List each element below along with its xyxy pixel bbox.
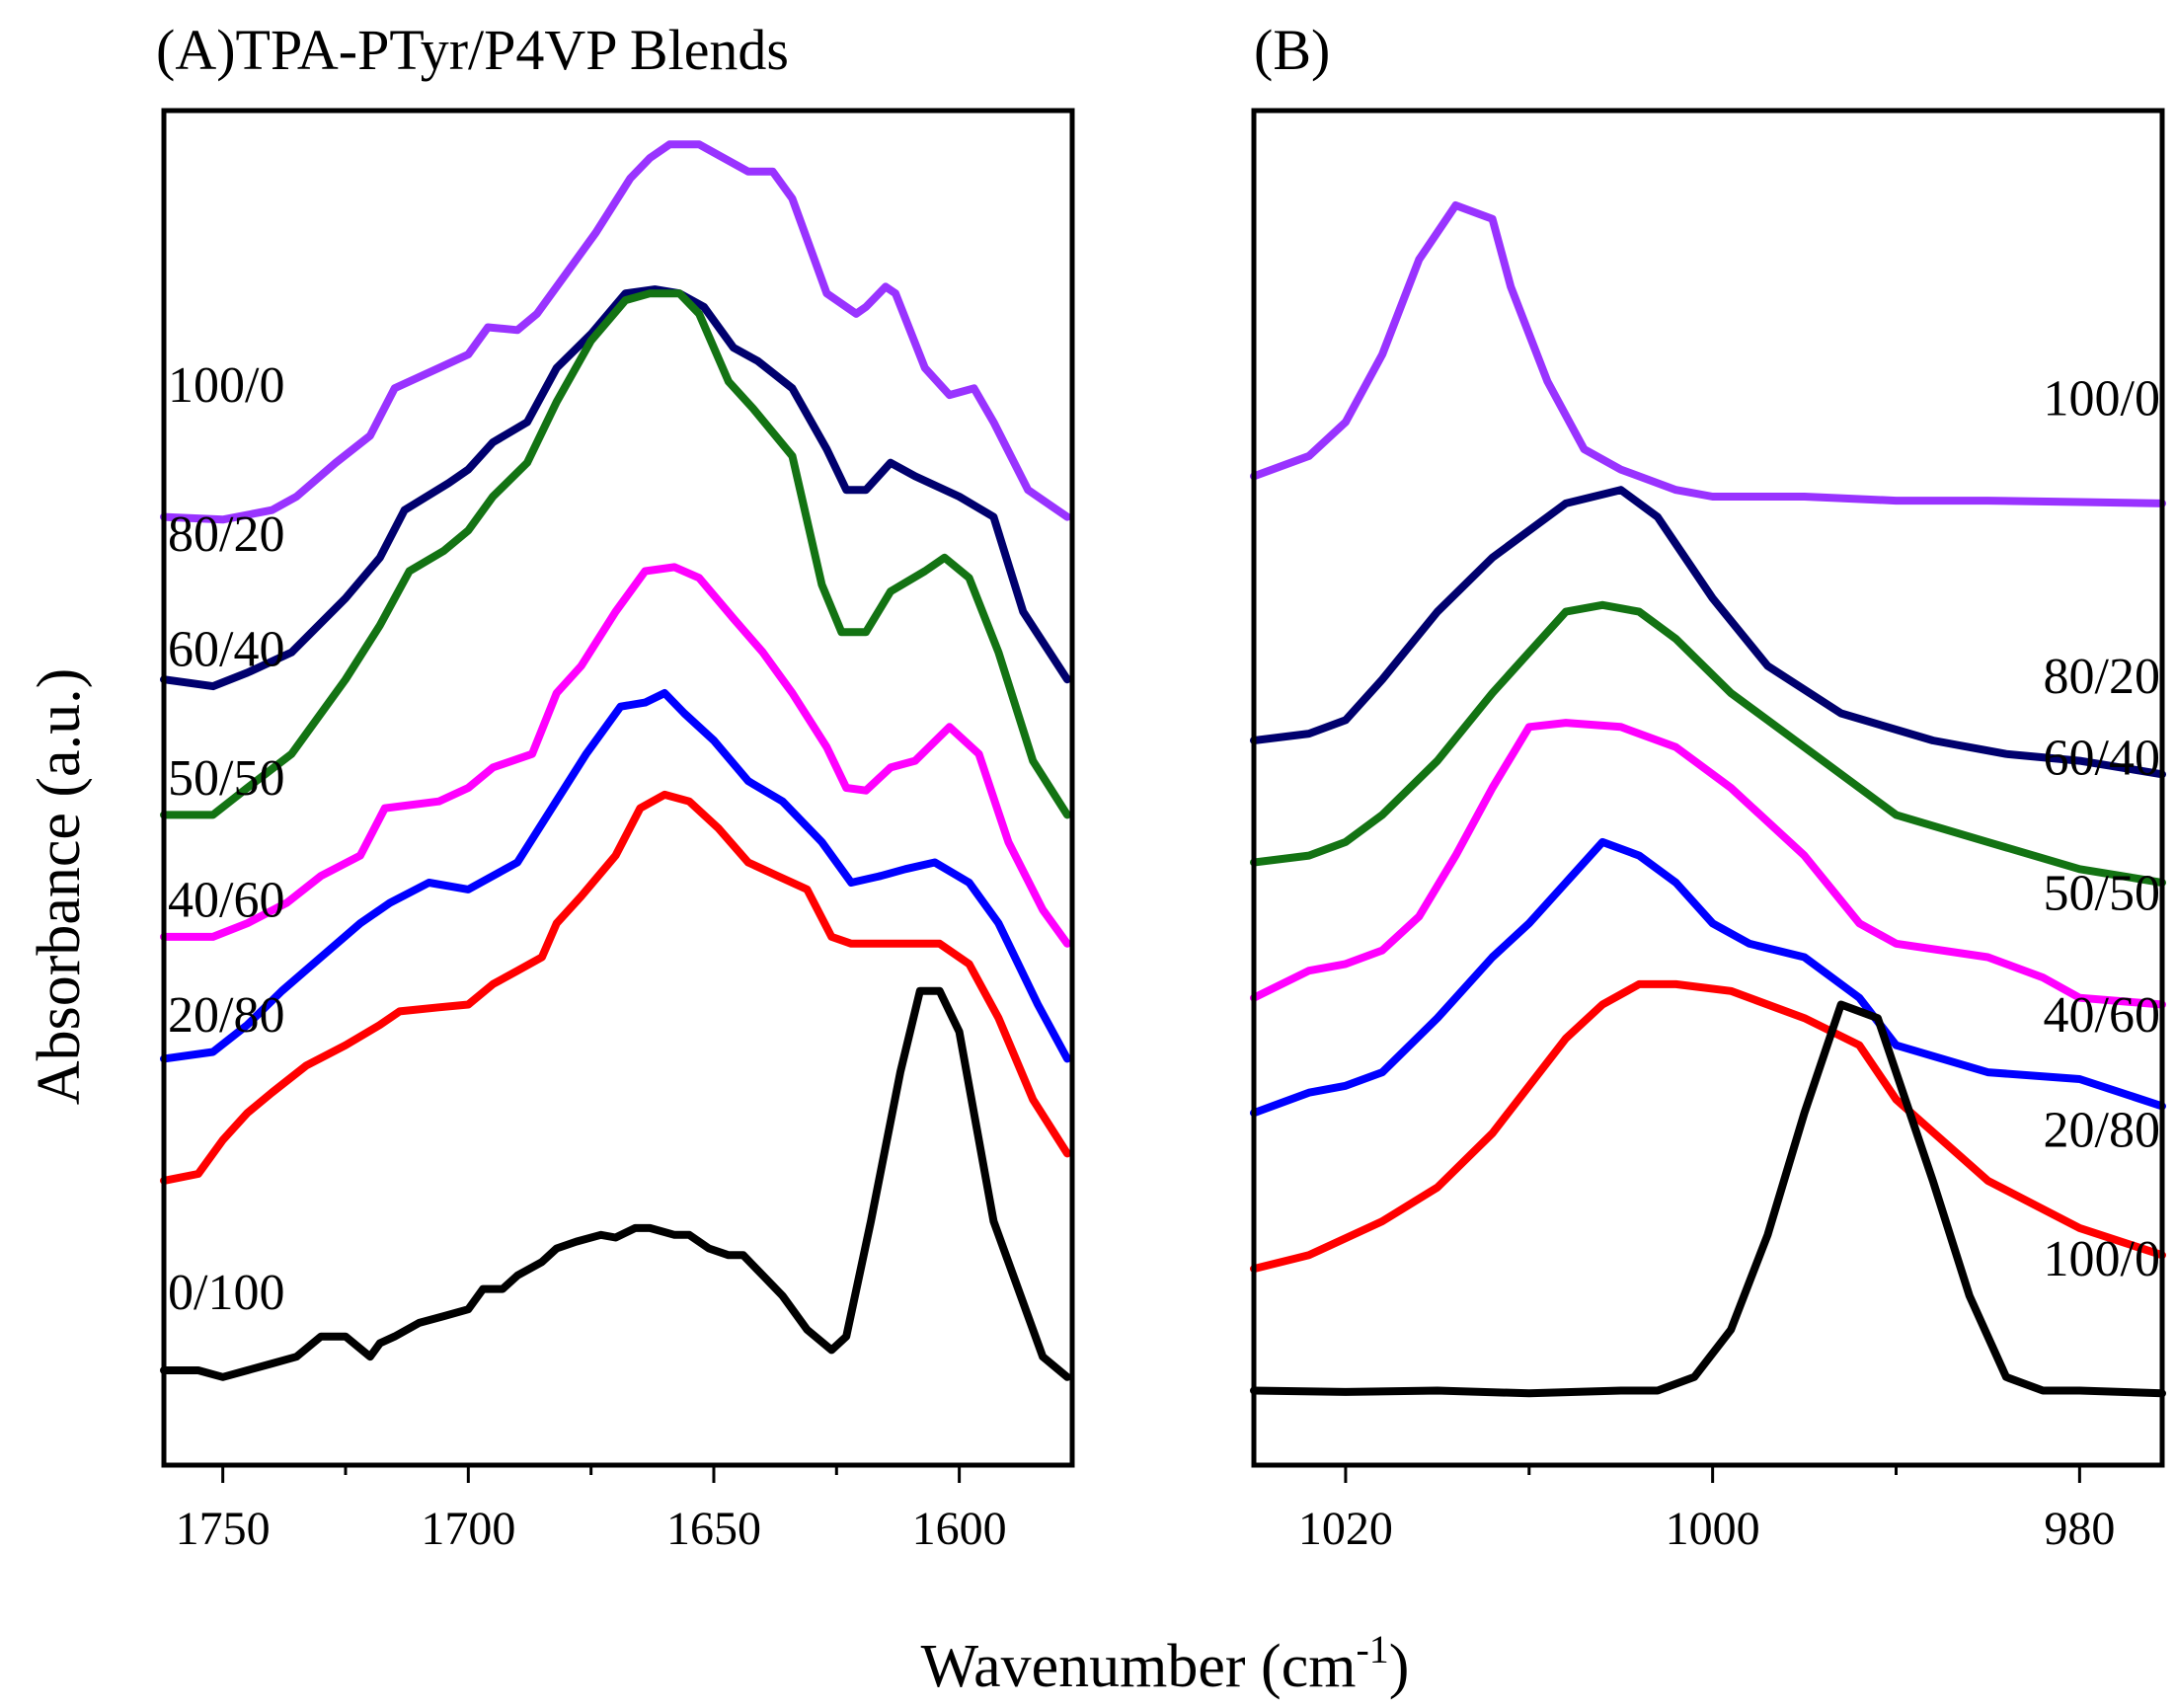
panel-a-label-40-60: 40/60 (168, 872, 284, 928)
panel-b-label-100-0: 100/0 (2044, 1231, 2160, 1287)
panel-b-series-100-0-lower (1250, 1000, 2166, 1398)
panel-b: (B) 100/0 80/20 60/40 50/50 40/60 20/80100/0 … (1250, 18, 2166, 1555)
panel-b-series-80-20 (1250, 486, 2166, 779)
x-axis-label: Wavenumber (cm-1) (921, 1627, 1410, 1700)
panel-a-title: (A)TPA-PTyr/P4VP Blends (156, 18, 789, 82)
panel-a-x-tick-labels: 1750 1700 1650 1600 (176, 1503, 1007, 1555)
panel-b-title: (B) (1254, 18, 1330, 82)
panel-a-label-100-0: 100/0 (168, 357, 284, 414)
panel-a-series-20-80 (160, 790, 1071, 1185)
panel-b-series-20-80 (1250, 979, 2166, 1274)
panel-a-series-0-100 (160, 986, 1071, 1381)
panel-b-series-100-0 (1250, 201, 2166, 507)
panel-b-series-group (1250, 201, 2166, 1398)
panel-b-series-labels: 100/0 80/20 60/40 50/50 40/60 20/80 100/0 (2044, 371, 2160, 1287)
panel-b-label-50-50: 50/50 (2044, 866, 2160, 922)
x-axis-label-main: Wavenumber (cm (921, 1633, 1357, 1700)
panel-a-label-20-80: 20/80 (168, 987, 284, 1044)
panel-b-label-100-0: 100/0 (2044, 371, 2160, 427)
panel-a-label-50-50: 50/50 (168, 750, 284, 807)
panel-a: (A)TPA-PTyr/P4VP Blends 100/0 80/20 60/40 5… (156, 18, 1075, 1555)
panel-b-x-tick-labels: 1020 1000 980 (1298, 1503, 2115, 1555)
panel-a-tick-label: 1650 (666, 1503, 761, 1555)
panel-a-series-40-60 (160, 689, 1071, 1063)
panel-b-label-40-60: 40/60 (2044, 987, 2160, 1044)
panel-b-x-ticks (1344, 1465, 2081, 1483)
panel-a-label-80-20: 80/20 (168, 506, 284, 563)
panel-b-tick-label: 1000 (1666, 1503, 1760, 1555)
panel-a-series-80-20 (160, 285, 1071, 691)
panel-a-series-labels: 100/0 80/20 60/40 50/50 40/60 20/80 0/100 (168, 357, 284, 1321)
panel-b-tick-label: 1020 (1298, 1503, 1393, 1555)
x-axis-label-sup: -1 (1356, 1627, 1388, 1671)
panel-b-label-80-20: 80/20 (2044, 649, 2160, 705)
panel-a-series-100-0 (160, 140, 1071, 524)
x-axis-label-end: ) (1389, 1633, 1410, 1700)
panel-a-tick-label: 1750 (176, 1503, 271, 1555)
panel-b-series-60-40 (1250, 600, 2166, 887)
panel-b-frame (1251, 108, 2165, 1468)
panel-a-label-0-100: 0/100 (168, 1265, 284, 1321)
panel-b-label-20-80: 20/80 (2044, 1103, 2160, 1159)
y-axis-label: Absorbance (a.u.) (26, 668, 93, 1105)
panel-b-label-60-40: 60/40 (2044, 730, 2160, 786)
panel-a-label-60-40: 60/40 (168, 622, 284, 678)
panel-b-tick-label: 980 (2044, 1503, 2115, 1555)
panel-a-frame (161, 108, 1075, 1468)
panel-a-tick-label: 1600 (912, 1503, 1007, 1555)
panel-a-series-50-50 (160, 563, 1071, 948)
panel-a-series-group (160, 140, 1071, 1381)
panel-b-series-40-60 (1250, 837, 2166, 1118)
panel-a-series-60-40 (160, 289, 1071, 819)
panel-b-series-50-50 (1250, 719, 2166, 1009)
panel-a-tick-label: 1700 (421, 1503, 515, 1555)
panel-a-x-ticks (221, 1465, 962, 1483)
